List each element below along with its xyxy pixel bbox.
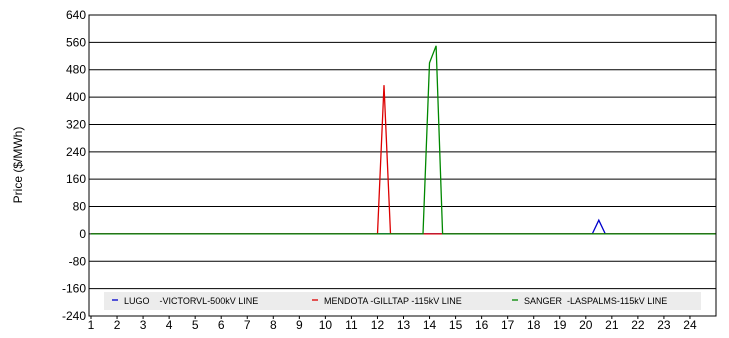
x-tick-label: 11 [345,318,358,332]
x-tick-label: 3 [140,318,147,332]
y-tick-label: 400 [66,90,86,104]
y-tick-label: 560 [66,35,86,49]
x-tick-label: 1 [88,318,95,332]
x-tick-label: 21 [605,318,619,332]
y-tick-label: 80 [73,200,87,214]
legend-label: SANGER -LASPALMS-115kV LINE [524,296,667,306]
legend: LUGO -VICTORVL-500kV LINE MENDOTA -GILLTA… [104,292,701,310]
x-tick-label: 14 [423,318,437,332]
x-tick-label: 16 [475,318,489,332]
series-line-3 [91,45,716,235]
y-axis-label: Price ($/MWh) [11,127,25,204]
y-tick-label: 640 [66,8,86,22]
x-tick-label: 2 [114,318,121,332]
series-lines [91,45,716,235]
y-tick-label: 240 [66,145,86,159]
x-tick-label: 6 [218,318,225,332]
legend-box [104,292,701,310]
y-tick-label: 480 [66,63,86,77]
y-tick-label: 0 [79,227,86,241]
x-tick-label: 19 [553,318,567,332]
x-tick-label: 4 [166,318,173,332]
y-tick-label: -240 [62,309,86,323]
x-tick-labels: 1 2 3 4 5 6 7 8 9 10 11 12 13 14 15 16 17 18 19 20 21 22 23 24 [88,316,697,332]
y-tick-label: 160 [66,172,86,186]
y-tick-label: -80 [69,254,87,268]
x-tick-label: 15 [449,318,463,332]
series-line-2 [91,85,716,235]
x-tick-label: 8 [270,318,277,332]
x-tick-label: 23 [657,318,671,332]
x-tick-label: 17 [501,318,515,332]
x-tick-label: 24 [683,318,697,332]
y-tick-label: -160 [62,282,86,296]
x-tick-label: 20 [579,318,593,332]
grid-lines [89,14,716,317]
series-line-1 [91,218,716,235]
x-tick-label: 12 [371,318,385,332]
x-tick-label: 22 [631,318,645,332]
legend-label: MENDOTA -GILLTAP -115kV LINE [324,296,462,306]
x-tick-label: 13 [397,318,411,332]
x-tick-label: 18 [527,318,541,332]
legend-label: LUGO -VICTORVL-500kV LINE [124,296,258,306]
x-tick-label: 9 [296,318,303,332]
y-tick-label: 320 [66,117,86,131]
x-tick-label: 7 [244,318,251,332]
plot-frame [88,14,717,317]
y-tick-labels: 640 560 480 400 320 240 160 80 0 -80 -160 -240 [62,8,86,323]
x-tick-label: 10 [319,318,333,332]
x-tick-label: 5 [192,318,199,332]
